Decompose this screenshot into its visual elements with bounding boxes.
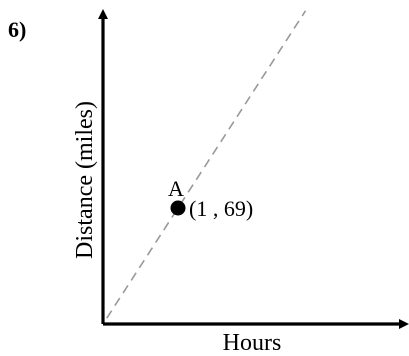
y-axis-label: Distance (miles): [72, 101, 98, 259]
x-axis-label: Hours: [223, 330, 282, 356]
point-a-marker: [170, 200, 186, 216]
problem-number: 6): [8, 17, 26, 42]
point-a-coordinates: (1 , 69): [189, 196, 253, 221]
trend-line: [106, 10, 307, 319]
point-a-name: A: [168, 176, 184, 201]
